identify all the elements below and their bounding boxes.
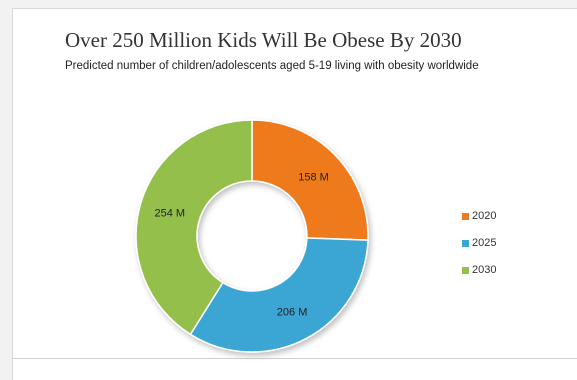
- legend-swatch-2025: [462, 240, 469, 247]
- legend-swatch-2030: [462, 267, 469, 274]
- chart-subtitle: Predicted number of children/adolescents…: [65, 60, 479, 72]
- legend-swatch-2020: [462, 213, 469, 220]
- donut-slice-2030: [135, 119, 253, 336]
- donut-slice-2020: [251, 119, 369, 241]
- slice-label-2030: 254 M: [155, 207, 186, 219]
- legend-label-2020: 2020: [472, 210, 497, 222]
- frame-divider: [12, 358, 577, 359]
- legend-label-2025: 2025: [472, 237, 497, 249]
- chart-title: Over 250 Million Kids Will Be Obese By 2…: [65, 28, 462, 52]
- donut-slice-2025: [189, 237, 369, 353]
- slice-label-2025: 206 M: [277, 307, 308, 319]
- legend-label-2030: 2030: [472, 264, 497, 276]
- slice-label-2020: 158 M: [298, 172, 329, 184]
